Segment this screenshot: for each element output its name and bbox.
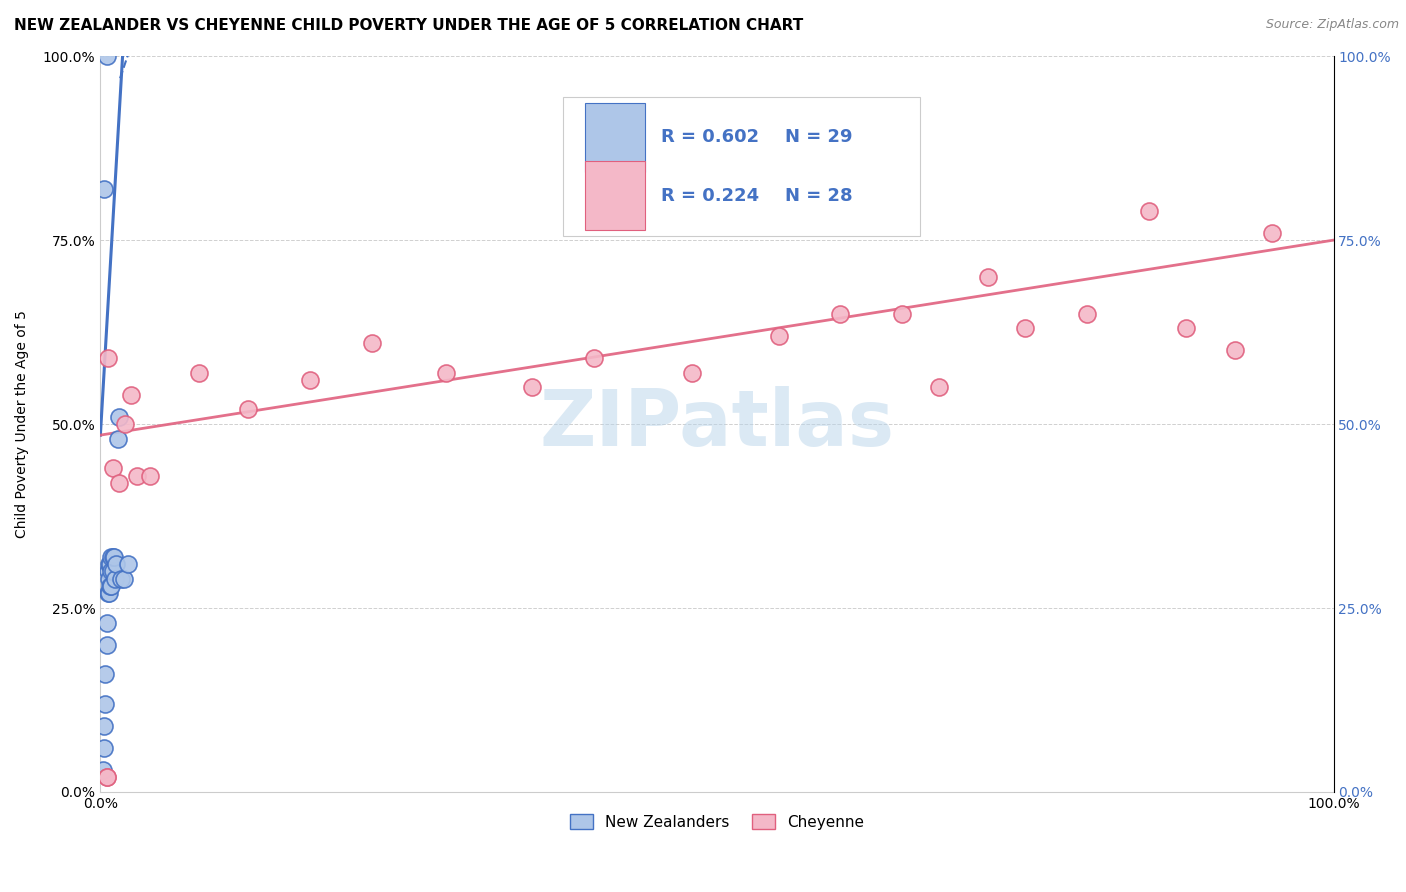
Point <box>928 380 950 394</box>
Point <box>98 557 121 571</box>
Point <box>97 351 120 365</box>
Point <box>1261 226 1284 240</box>
Text: R = 0.224: R = 0.224 <box>661 186 759 204</box>
Point <box>97 564 120 578</box>
Point <box>98 572 121 586</box>
Point <box>96 770 118 784</box>
Point <box>100 549 122 564</box>
Point <box>238 402 260 417</box>
Point <box>1174 321 1197 335</box>
Point <box>97 586 120 600</box>
Point <box>96 638 118 652</box>
Text: R = 0.602: R = 0.602 <box>661 128 759 146</box>
Text: N = 29: N = 29 <box>785 128 852 146</box>
Point <box>138 468 160 483</box>
Point <box>98 579 121 593</box>
Point <box>96 615 118 630</box>
FancyBboxPatch shape <box>585 161 645 230</box>
Point <box>977 269 1000 284</box>
Point <box>298 373 321 387</box>
Point <box>98 586 121 600</box>
FancyBboxPatch shape <box>585 103 645 172</box>
Point <box>110 572 132 586</box>
Point <box>112 572 135 586</box>
Point <box>96 770 118 784</box>
Point <box>890 307 912 321</box>
Point <box>103 549 125 564</box>
Point <box>98 557 121 571</box>
Point <box>101 564 124 578</box>
Point <box>93 719 115 733</box>
Point <box>100 579 122 593</box>
Point <box>114 417 136 431</box>
Point <box>681 366 703 380</box>
Point <box>104 572 127 586</box>
Point <box>120 387 142 401</box>
Point <box>434 366 457 380</box>
Point <box>1076 307 1098 321</box>
FancyBboxPatch shape <box>562 96 921 236</box>
Point <box>520 380 543 394</box>
Text: NEW ZEALANDER VS CHEYENNE CHILD POVERTY UNDER THE AGE OF 5 CORRELATION CHART: NEW ZEALANDER VS CHEYENNE CHILD POVERTY … <box>14 18 803 33</box>
Point <box>108 475 131 490</box>
Point <box>1014 321 1036 335</box>
Point <box>1223 343 1246 358</box>
Text: Source: ZipAtlas.com: Source: ZipAtlas.com <box>1265 18 1399 31</box>
Point <box>101 549 124 564</box>
Point <box>94 697 117 711</box>
Point <box>91 763 114 777</box>
Point <box>127 468 149 483</box>
Point <box>768 328 790 343</box>
Point <box>107 432 129 446</box>
Point <box>117 557 139 571</box>
Point <box>93 181 115 195</box>
Point <box>93 740 115 755</box>
Text: N = 28: N = 28 <box>785 186 852 204</box>
Point <box>94 667 117 681</box>
Point <box>1137 203 1160 218</box>
Point <box>101 461 124 475</box>
Point <box>582 351 605 365</box>
Point <box>830 307 852 321</box>
Point <box>96 49 118 63</box>
Point <box>188 366 211 380</box>
Text: ZIPatlas: ZIPatlas <box>540 386 894 462</box>
Point <box>100 564 122 578</box>
Point <box>360 336 382 351</box>
Legend: New Zealanders, Cheyenne: New Zealanders, Cheyenne <box>564 807 870 836</box>
Point <box>105 557 128 571</box>
Point <box>108 409 131 424</box>
Y-axis label: Child Poverty Under the Age of 5: Child Poverty Under the Age of 5 <box>15 310 30 538</box>
